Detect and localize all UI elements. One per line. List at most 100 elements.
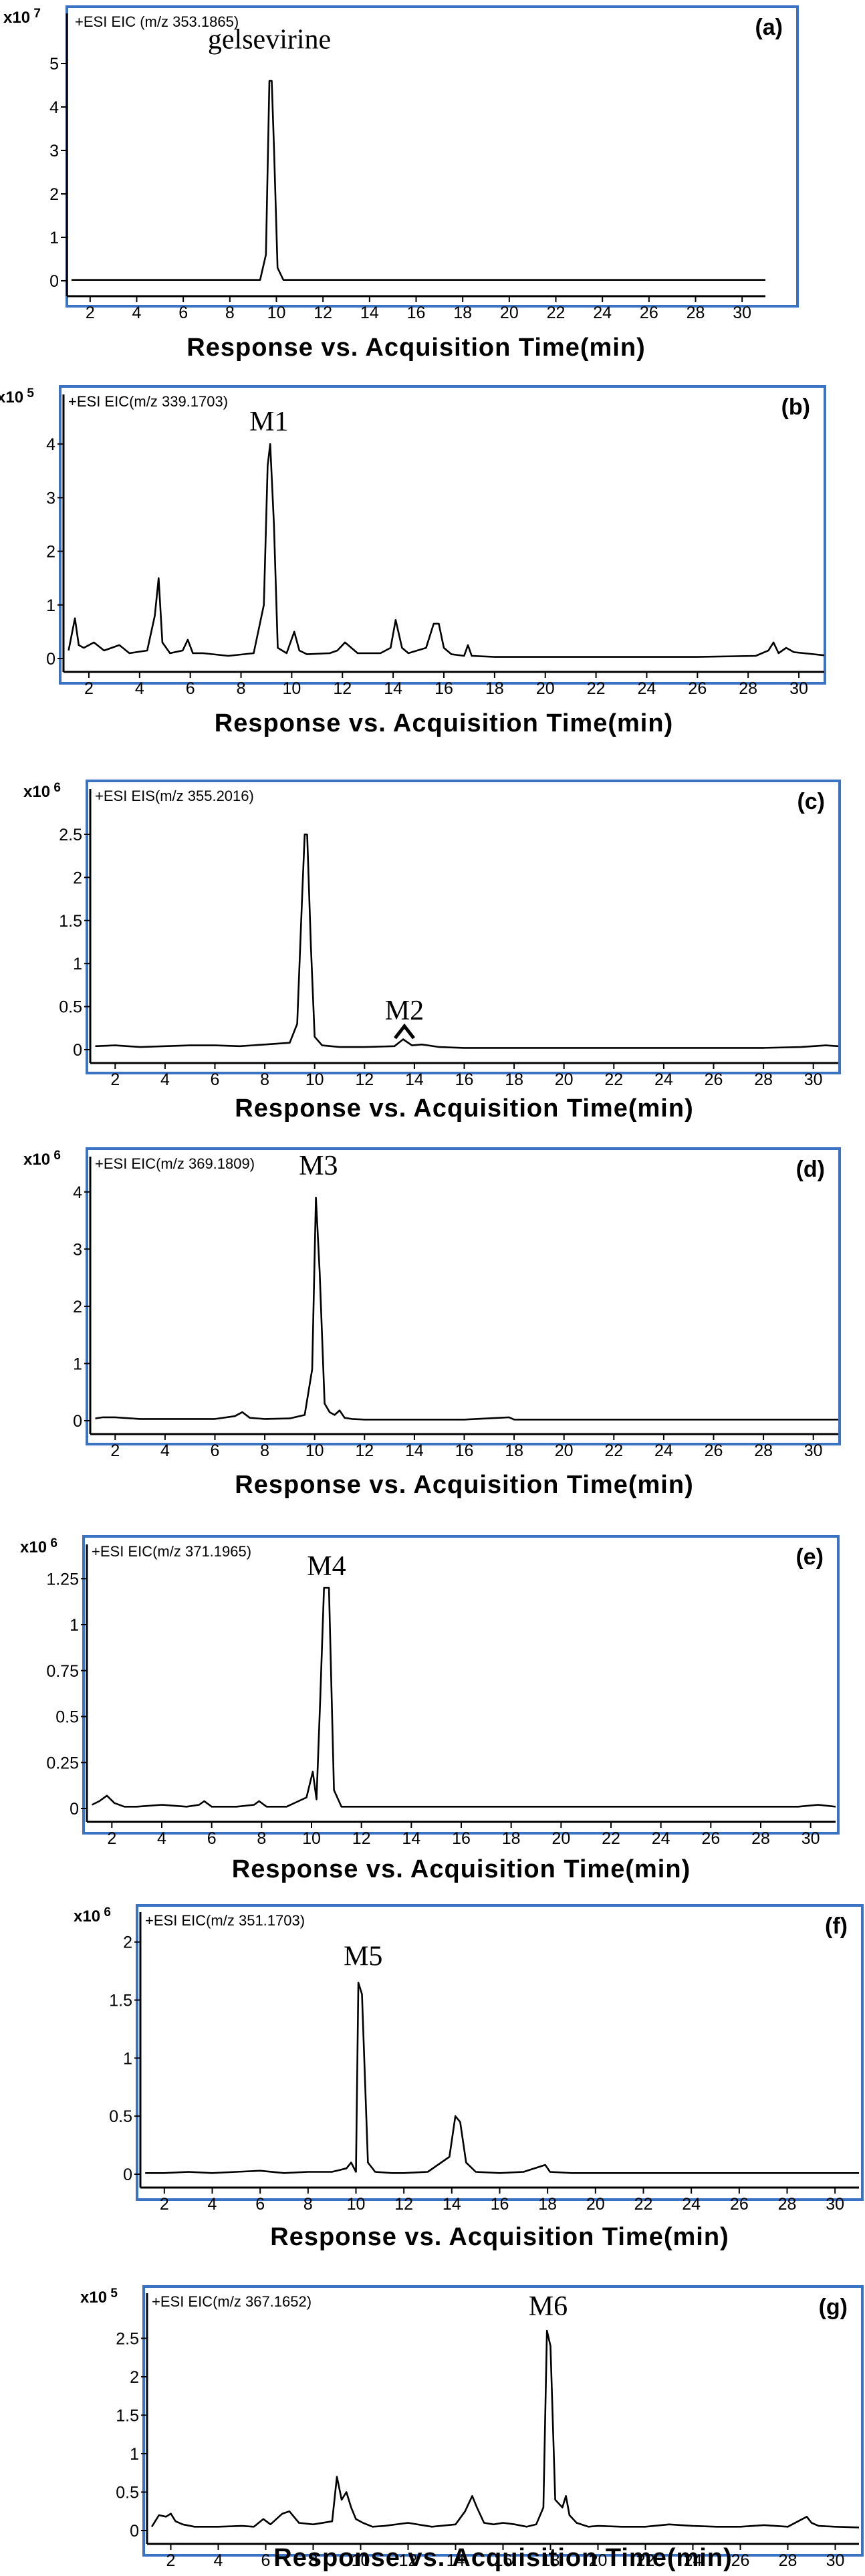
y-tick-label: 0: [49, 272, 59, 291]
x-tick-label: 18: [505, 1070, 523, 1089]
eic-trace: [150, 2329, 860, 2529]
x-tick-label: 8: [257, 1829, 266, 1848]
panel-frame: [59, 385, 826, 685]
y-multiplier: x10 7: [3, 7, 41, 27]
x-tick-label: 26: [731, 2551, 750, 2570]
panel-label: (f): [825, 1913, 848, 1939]
x-tick-label: 14: [443, 2195, 461, 2214]
eic-trace: [68, 443, 825, 658]
x-tick-label: 28: [754, 1441, 773, 1460]
x-tick-label: 10: [305, 1070, 324, 1089]
x-tick-label: 2: [107, 1829, 116, 1848]
y-tick-label: 4: [73, 1183, 82, 1202]
x-tick-label: 8: [260, 1441, 269, 1460]
y-tick-label: 2: [123, 1934, 132, 1952]
y-tick-label: 2: [73, 868, 82, 887]
y-tick-label: 2: [130, 2368, 139, 2387]
x-tick-label: 24: [652, 1829, 670, 1848]
x-tick-label: 22: [547, 304, 566, 322]
y-tick-label: 2.5: [116, 2330, 139, 2349]
x-tick-label: 24: [654, 1441, 673, 1460]
x-axis-label: Response vs. Acquisition Time(min): [235, 1471, 693, 1499]
x-tick-label: 10: [282, 679, 301, 698]
x-axis-label: Response vs. Acquisition Time(min): [235, 1094, 693, 1123]
x-tick-label: 22: [604, 1070, 623, 1089]
x-tick-label: 2: [110, 1070, 120, 1089]
x-tick-label: 12: [394, 2195, 413, 2214]
x-tick-label: 24: [684, 2551, 703, 2570]
y-tick-label: 1.5: [116, 2407, 139, 2426]
x-tick-label: 4: [157, 1829, 166, 1848]
y-tick-label: 1: [123, 2049, 132, 2068]
trace-header: +ESI EIC(m/z 367.1652): [152, 2293, 312, 2310]
x-tick-label: 4: [208, 2195, 217, 2214]
x-tick-label: 22: [634, 2195, 653, 2214]
x-tick-label: 24: [593, 304, 612, 322]
x-tick-label: 2: [110, 1441, 120, 1460]
x-tick-label: 8: [303, 2195, 313, 2214]
x-tick-label: 2: [166, 2551, 176, 2570]
x-tick-label: 28: [751, 1829, 770, 1848]
y-tick-label: 0: [130, 2522, 139, 2541]
y-tick-label: 0: [123, 2165, 132, 2184]
x-tick-label: 4: [214, 2551, 223, 2570]
eic-trace: [95, 1197, 838, 1421]
x-tick-label: 16: [452, 1829, 471, 1848]
x-tick-label: 24: [654, 1070, 673, 1089]
x-tick-label: 12: [333, 679, 352, 698]
eic-trace: [91, 1587, 836, 1808]
peak-annotation: M6: [529, 2291, 568, 2322]
x-tick-label: 22: [636, 2551, 655, 2570]
x-tick-label: 26: [705, 1070, 723, 1089]
x-tick-label: 6: [255, 2195, 265, 2214]
x-tick-label: 28: [779, 2551, 797, 2570]
y-multiplier: x10 5: [80, 2287, 118, 2307]
panel-frame: [86, 1147, 841, 1445]
eic-trace: [95, 833, 839, 1049]
x-tick-label: 16: [455, 1441, 474, 1460]
x-tick-label: 20: [589, 2551, 608, 2570]
x-tick-label: 8: [260, 1070, 269, 1089]
y-multiplier: x10 6: [20, 1536, 57, 1556]
y-tick-label: 1: [46, 596, 55, 615]
eic-trace: [145, 1982, 859, 2174]
panel-label: (e): [795, 1544, 824, 1570]
y-tick-label: 0.5: [116, 2484, 139, 2502]
x-tick-label: 30: [826, 2195, 844, 2214]
panel-c: 2 4 6 8 10 12 14 16 18 20 22 24 26 28 3000.511.522.5x1…: [23, 780, 841, 1123]
peak-annotation: M3: [299, 1151, 338, 1181]
y-tick-label: 0.5: [109, 2107, 132, 2126]
x-tick-label: 2: [86, 304, 95, 322]
x-tick-label: 20: [586, 2195, 605, 2214]
x-tick-label: 28: [778, 2195, 797, 2214]
y-tick-label: 0.75: [46, 1662, 79, 1681]
y-tick-label: 3: [73, 1240, 82, 1259]
panel-frame: [142, 2285, 864, 2557]
x-tick-label: 6: [178, 304, 188, 322]
y-tick-label: 1.25: [46, 1570, 79, 1589]
x-tick-label: 4: [160, 1441, 170, 1460]
trace-header: +ESI EIC (m/z 353.1865): [75, 13, 239, 30]
x-tick-label: 16: [455, 1070, 474, 1089]
x-tick-label: 10: [305, 1441, 324, 1460]
y-tick-label: 5: [49, 55, 59, 74]
x-tick-label: 16: [435, 679, 453, 698]
panel-label: (c): [797, 789, 825, 814]
x-tick-label: 24: [682, 2195, 701, 2214]
x-tick-label: 20: [555, 1070, 574, 1089]
x-tick-label: 20: [551, 1829, 570, 1848]
x-tick-label: 18: [505, 1441, 523, 1460]
x-tick-label: 14: [360, 304, 379, 322]
y-tick-label: 4: [46, 435, 55, 454]
x-tick-label: 10: [352, 2551, 370, 2570]
trace-header: +ESI EIC(m/z 339.1703): [68, 393, 228, 410]
x-tick-label: 28: [739, 679, 757, 698]
y-multiplier: x10 6: [23, 781, 61, 801]
x-tick-label: 18: [538, 2195, 557, 2214]
panel-label: (d): [796, 1157, 825, 1182]
x-tick-label: 10: [267, 304, 286, 322]
y-tick-label: 1: [130, 2445, 139, 2464]
